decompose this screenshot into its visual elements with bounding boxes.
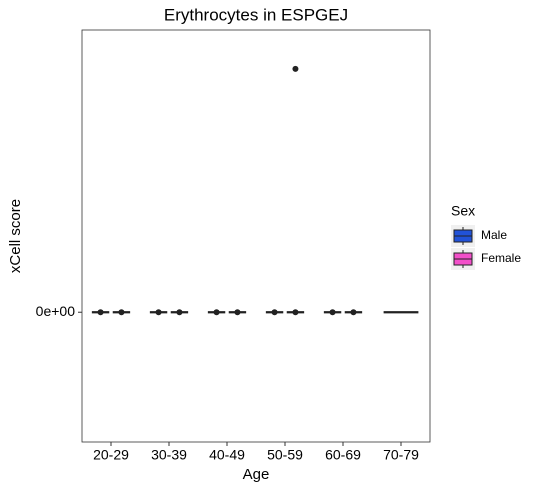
legend-label: Male: [481, 228, 507, 242]
x-tick-label: 60-69: [325, 447, 361, 463]
x-tick-label: 70-79: [383, 447, 419, 463]
plot-panel: [81, 29, 431, 443]
y-axis-label: xCell score: [7, 199, 24, 273]
x-tick-label: 50-59: [267, 447, 303, 463]
outlier: [292, 65, 299, 72]
outlier: [329, 309, 336, 316]
outlier: [155, 309, 162, 316]
x-axis-label: Age: [243, 466, 270, 483]
x-tick-label: 40-49: [209, 447, 245, 463]
x-tick-label: 30-39: [151, 447, 187, 463]
outlier: [234, 309, 241, 316]
outlier: [176, 309, 183, 316]
x-tick-label: 20-29: [93, 447, 129, 463]
outlier: [350, 309, 357, 316]
legend-label: Female: [481, 251, 521, 265]
y-tick-label: 0e+00: [36, 303, 76, 319]
outlier: [213, 309, 220, 316]
chart-title: Erythrocytes in ESPGEJ: [164, 5, 348, 24]
outlier: [118, 309, 125, 316]
outlier: [97, 309, 104, 316]
legend-title: Sex: [451, 203, 475, 219]
outlier: [271, 309, 278, 316]
outlier: [292, 309, 299, 316]
